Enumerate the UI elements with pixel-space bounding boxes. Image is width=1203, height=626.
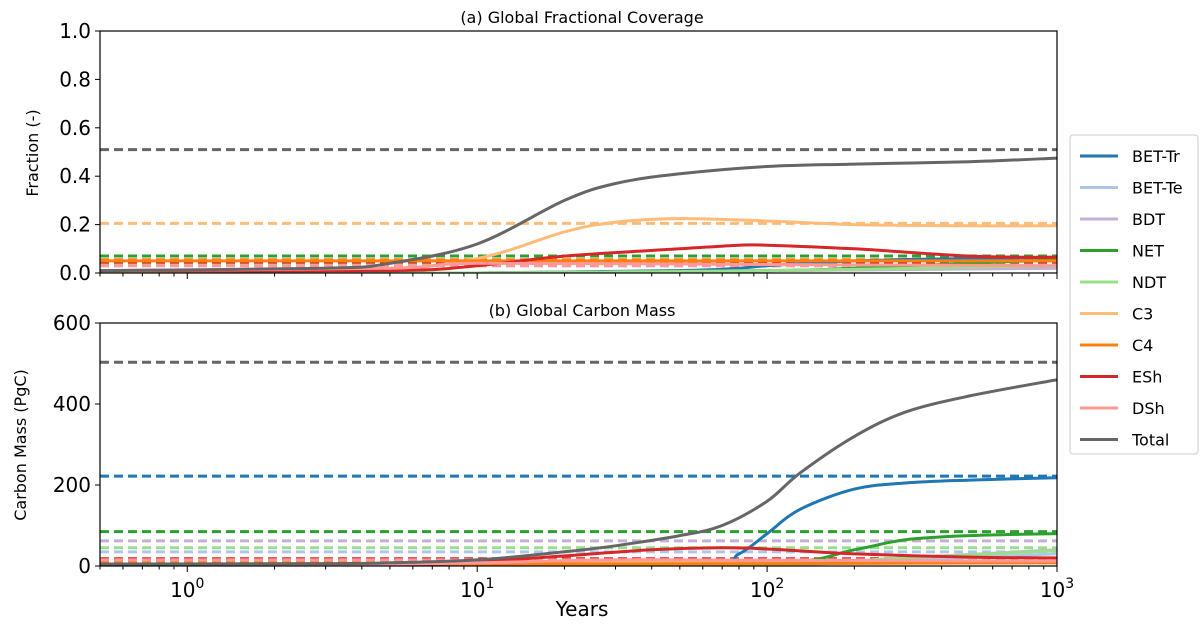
x-ticks-b: 100 101 102 103: [99, 566, 1074, 602]
y-tick-label: 200: [53, 473, 91, 497]
series-line: [100, 378, 1057, 566]
y-tick-label: 0.2: [59, 213, 91, 237]
x-tick-exponent: 3: [1065, 576, 1074, 592]
y-ticks-a: 0.0 0.2 0.4 0.6 0.8 1.0: [59, 19, 100, 285]
y-tick-label: 0: [78, 554, 91, 578]
y-tick-label: 0.4: [59, 164, 91, 188]
legend-label: DSh: [1132, 399, 1165, 418]
x-axis-label: Years: [555, 597, 609, 621]
series-line: [100, 243, 1057, 273]
x-tick-label: 100: [170, 576, 204, 602]
legend-label: BET-Te: [1132, 179, 1183, 198]
legend: BET-Tr BET-Te BDT NET NDT C3 C4 ESh DSh Total: [1069, 134, 1199, 455]
y-tick-label: 0.8: [59, 67, 91, 91]
series-line: [100, 264, 1057, 273]
legend-frame: [1069, 134, 1199, 455]
chart-title-b: (b) Global Carbon Mass: [489, 301, 676, 320]
y-tick-label: 1.0: [59, 19, 91, 43]
x-tick-label: 102: [750, 576, 784, 602]
y-ticks-b: 0 200 400 600: [53, 311, 100, 578]
legend-label: NET: [1132, 242, 1164, 261]
x-tick-exponent: 1: [485, 576, 494, 592]
legend-label: Total: [1131, 431, 1169, 450]
legend-label: ESh: [1132, 368, 1162, 387]
series-line: [100, 156, 1057, 273]
legend-label: C4: [1132, 336, 1153, 355]
series-line: [100, 476, 1057, 566]
x-tick-label: 101: [460, 576, 494, 602]
x-ticks-a: [99, 273, 1058, 279]
plot-area-b: [100, 360, 1057, 566]
y-tick-label: 600: [53, 311, 91, 335]
legend-label: BET-Tr: [1132, 147, 1180, 166]
y-tick-label: 0.0: [59, 261, 91, 285]
x-tick-label: 103: [1040, 576, 1074, 602]
plot-frame-b: [99, 322, 1058, 567]
x-tick-exponent: 2: [775, 576, 784, 592]
y-tick-label: 400: [53, 392, 91, 416]
legend-label: BDT: [1132, 210, 1165, 229]
y-tick-label: 0.6: [59, 116, 91, 140]
chart-title-a: (a) Global Fractional Coverage: [460, 8, 703, 27]
plot-area-a: [100, 148, 1057, 273]
y-axis-label-b: Carbon Mass (PgC): [11, 369, 30, 521]
plot-frame-a: [99, 30, 1058, 274]
legend-label: C3: [1132, 305, 1153, 324]
x-tick-exponent: 0: [196, 576, 205, 592]
y-axis-label-a: Fraction (-): [23, 109, 42, 196]
legend-label: NDT: [1132, 273, 1166, 292]
panel-a: 0.0 0.2 0.4 0.6 0.8 1.0: [59, 19, 1058, 285]
